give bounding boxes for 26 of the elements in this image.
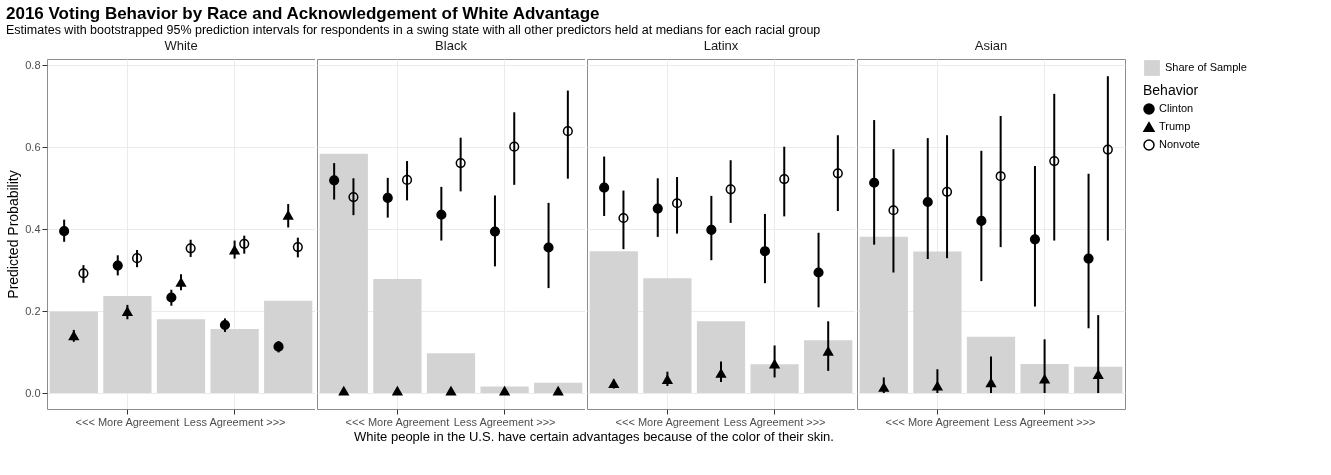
y-tick-label: 0.8 <box>25 58 41 71</box>
chart-title: Asian <box>974 38 1008 53</box>
text: Estimates with bootstrapped 95% prediction intervals for respondents in a swing state with all other predictors held at medians for each racial group <box>6 23 822 38</box>
legend-label: Clinton <box>1159 102 1194 114</box>
legend-label: Nonvote <box>1159 138 1200 150</box>
legend-label: Share of Sample <box>1165 61 1247 73</box>
x-tick-label: Less Agreement >>> <box>723 415 826 428</box>
x-tick-label: <<< More Agreement <box>345 415 450 428</box>
y-tick-label: 0.2 <box>25 304 41 317</box>
y-tick-label: 0.4 <box>25 222 41 235</box>
chart-title: Black <box>435 38 468 53</box>
x-tick-label: Less Agreement >>> <box>453 415 556 428</box>
text: 2016 Voting Behavior by Race and Acknowledgement of White Advantage <box>6 4 601 23</box>
y-tick-label: 0.6 <box>25 140 41 153</box>
x-tick-label: Less Agreement >>> <box>183 415 286 428</box>
legend-label: Trump <box>1159 120 1191 132</box>
y-axis-title: Predicted Probability <box>5 170 22 299</box>
y-tick-label: 0.0 <box>25 386 41 399</box>
x-tick-label: <<< More Agreement <box>75 415 180 428</box>
x-tick-label: Less Agreement >>> <box>993 415 1096 428</box>
x-tick-label: <<< More Agreement <box>615 415 720 428</box>
legend-title: Behavior <box>1143 82 1199 98</box>
x-axis-title: White people in the U.S. have certain advantages because of the color of their skin. <box>354 429 834 444</box>
chart-title: White <box>164 38 198 53</box>
x-tick-label: <<< More Agreement <box>885 415 990 428</box>
chart-title: Latinx <box>703 38 739 53</box>
